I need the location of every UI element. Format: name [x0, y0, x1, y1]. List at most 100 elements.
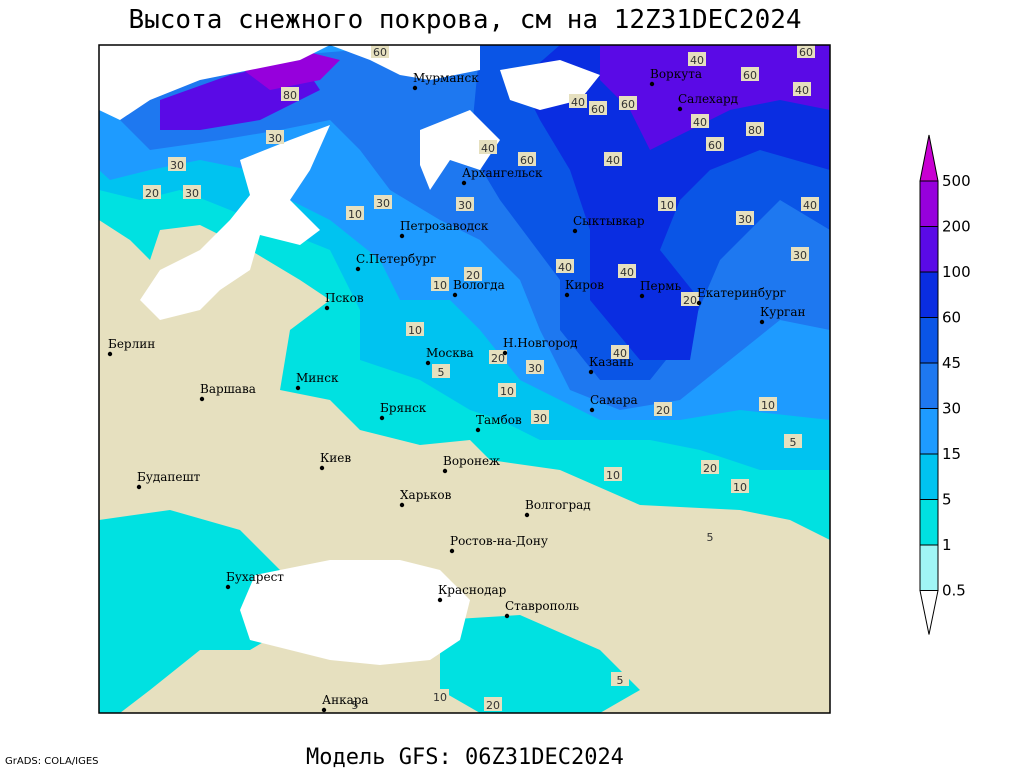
city-dot	[461, 180, 467, 186]
colorbar-box	[919, 453, 939, 500]
city-dot	[572, 228, 578, 234]
city-label: Киров	[565, 278, 604, 292]
city-dot	[399, 233, 405, 239]
colorbar-label: 100	[942, 263, 971, 281]
contour-label: 10	[660, 199, 674, 212]
city-label: Воронеж	[443, 454, 500, 468]
city-label: Салехард	[678, 92, 738, 106]
contour-label-bg	[701, 460, 719, 474]
city-label: Вологда	[453, 278, 505, 292]
title: Высота снежного покрова, см на 12Z31DEC2…	[128, 5, 801, 35]
contour-label: 40	[803, 199, 817, 212]
city-label: Петрозаводск	[400, 219, 489, 233]
city-label: Киев	[320, 451, 351, 465]
contour-label: 40	[620, 266, 634, 279]
city-dot	[399, 502, 405, 508]
city-dot	[442, 468, 448, 474]
contour-label: 5	[617, 674, 624, 687]
contour-label: 30	[738, 213, 752, 226]
contour-label: 5	[707, 531, 714, 544]
contour-label: 30	[170, 159, 184, 172]
contour-label-bg	[464, 267, 482, 281]
city-dot	[504, 613, 510, 619]
colorbar-box	[919, 271, 939, 318]
contour-label-bg	[526, 360, 544, 374]
colorbar-box	[919, 408, 939, 455]
city-dot	[564, 292, 570, 298]
city-label: Самара	[590, 393, 638, 407]
contour-label-bg	[531, 410, 549, 424]
colorbar-box	[919, 499, 939, 546]
city-label: Берлин	[108, 337, 155, 351]
contour-label: 40	[690, 54, 704, 67]
city-dot	[324, 305, 330, 311]
city-label: Анкара	[322, 693, 369, 707]
contour-label-bg	[431, 689, 449, 703]
sea	[140, 125, 330, 320]
contour-label: 60	[591, 103, 605, 116]
contour-label: 40	[693, 116, 707, 129]
contour-label: 20	[683, 294, 697, 307]
city-label: Тамбов	[476, 413, 522, 427]
contour-label-bg	[731, 479, 749, 493]
contour-label: 30	[458, 199, 472, 212]
colorbar-label: 1	[942, 536, 952, 554]
contour-label: 40	[795, 84, 809, 97]
contour-label: 5	[790, 436, 797, 449]
contour-label-bg	[791, 247, 809, 261]
map-frame	[98, 44, 831, 714]
contour-label-bg	[797, 45, 815, 58]
city-label: Варшава	[200, 382, 256, 396]
city-label: С.Петербург	[356, 252, 436, 266]
contour-label-bg	[611, 345, 629, 359]
city-dot	[677, 106, 683, 112]
credit: GrADS: COLA/IGES	[5, 756, 99, 767]
contour-label: 20	[145, 187, 159, 200]
city-dot	[225, 584, 231, 590]
city-label: Мурманск	[413, 71, 479, 85]
city-label: Сыктывкар	[573, 214, 645, 228]
contour-label: 5	[438, 366, 445, 379]
snow-area	[600, 45, 830, 150]
city-label: Ставрополь	[505, 599, 579, 613]
contour-label-bg	[518, 152, 536, 166]
contour-label: 40	[481, 142, 495, 155]
colorbar-label: 500	[942, 172, 971, 190]
contour-label-bg	[701, 529, 719, 543]
contour-label-bg	[688, 52, 706, 66]
colorbar-label: 200	[942, 218, 971, 236]
city-label: Москва	[426, 346, 474, 360]
city-label: Архангельск	[462, 166, 543, 180]
contour-label-bg	[374, 195, 392, 209]
contour-label: 20	[486, 699, 500, 712]
colorbar-high	[919, 134, 939, 182]
city-label: Курган	[760, 305, 805, 319]
city-dot	[136, 484, 142, 490]
city-dot	[452, 292, 458, 298]
city-dot	[412, 85, 418, 91]
city-dot	[295, 385, 301, 391]
snow-area	[99, 510, 320, 713]
contour-label: 10	[606, 469, 620, 482]
contour-label: 60	[520, 154, 534, 167]
city-dot	[319, 465, 325, 471]
contour-label: 10	[433, 691, 447, 704]
city-dot	[199, 396, 205, 402]
colorbar-box	[919, 362, 939, 409]
contour-label-bg	[484, 697, 502, 711]
city-dot	[589, 407, 595, 413]
contour-label: 20	[656, 404, 670, 417]
city-dot	[379, 415, 385, 421]
contour-label-bg	[569, 94, 587, 108]
city-label: Волгоград	[525, 498, 591, 512]
contour-label-bg	[736, 211, 754, 225]
contour-label: 40	[613, 347, 627, 360]
colorbar-label: 30	[942, 400, 961, 418]
city-dot	[502, 350, 508, 356]
city-label: Псков	[325, 291, 364, 305]
contour-label: 30	[376, 197, 390, 210]
contour-label: 10	[733, 481, 747, 494]
city-dot	[475, 427, 481, 433]
city-dot	[107, 351, 113, 357]
